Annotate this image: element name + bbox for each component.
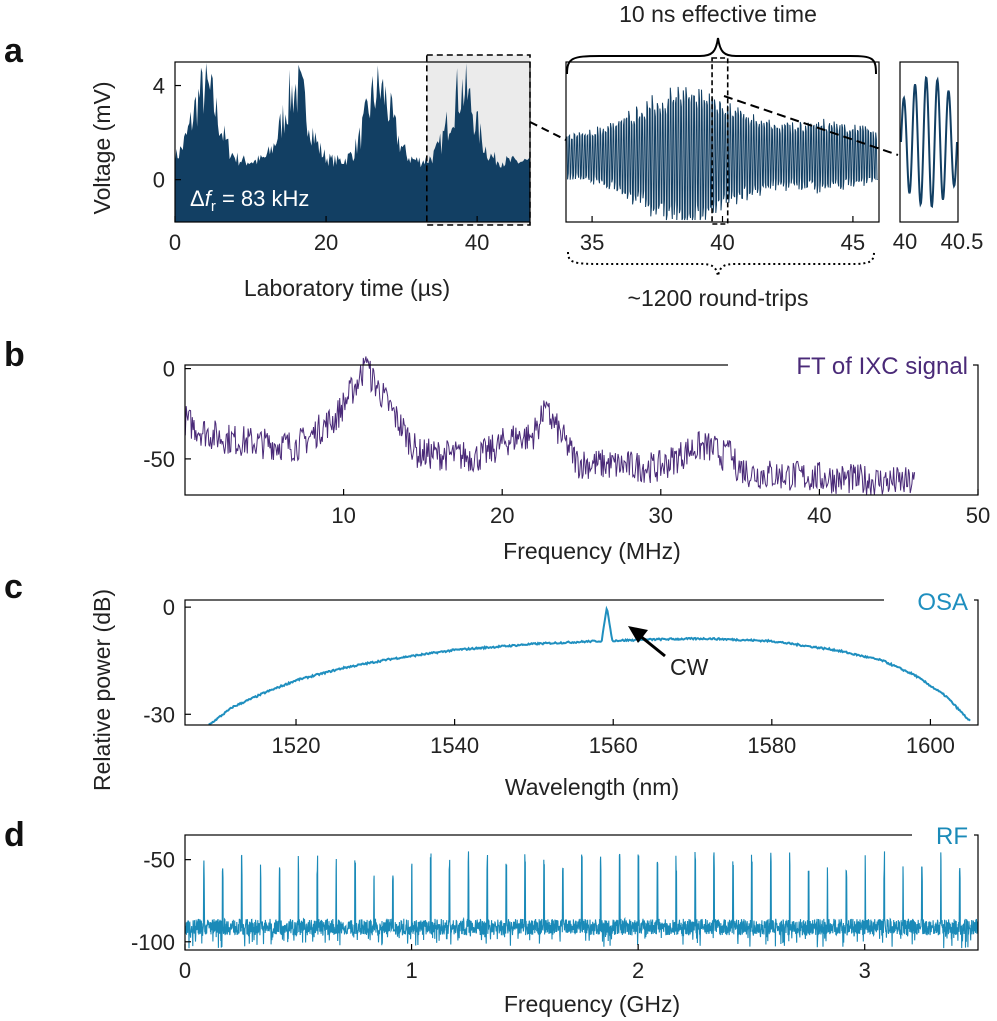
d-legend-bg [912,822,974,848]
a-zoom-x-ticks: 35 40 45 [580,216,865,255]
d-frame [184,834,979,951]
a-zoom-x-tick-35: 35 [580,230,604,255]
a-ylabel: Voltage (mV) [89,82,115,215]
c-arrow-head [628,626,648,643]
a-inset-signal [900,75,958,209]
c-xlabel: Wavelength (nm) [505,774,679,800]
b-x-ticks: 10 20 30 40 50 [331,489,990,528]
a-main-signal-area [175,63,530,222]
a-connector-1 [529,121,567,141]
b-y-tick-0: 0 [163,357,175,382]
b-y-ticks: 0 -50 [143,357,191,472]
a-main-zoom-box [426,54,531,226]
b-x-tick-30: 30 [649,503,673,528]
a-main-y-ticks: 04 [153,74,181,193]
c-x-tick-1520: 1520 [272,733,321,758]
shared-ylabel: Relative power (dB) [89,589,115,791]
c-legend-bg [884,588,974,614]
panel-letter-a: a [4,32,24,70]
b-x-tick-40: 40 [807,503,831,528]
a-main-xlabel: Laboratory time (µs) [244,275,450,301]
a-annot-sub: r [211,198,216,215]
c-frame [184,599,979,726]
c-x-ticks: 1520 1540 1560 1580 1600 [272,719,955,758]
a-zoom-x-tick-45: 45 [841,230,865,255]
d-y-tick--50: -50 [143,848,175,873]
d-x-tick-3: 3 [859,958,871,983]
a-main-y-tick-4: 4 [153,74,165,99]
a-annot-value: = 83 kHz [216,186,310,211]
b-x-tick-10: 10 [331,503,355,528]
a-main-x-tick-0: 0 [169,230,181,255]
d-x-tick-1: 1 [405,958,417,983]
d-xlabel: Frequency (GHz) [504,991,680,1017]
c-y-tick-0: 0 [163,595,175,620]
panel-b: FT of IXC signal 10 20 30 40 50 0 -50 Frequen… [143,352,990,564]
b-legend: FT of IXC signal [796,353,968,380]
a-zoom-inset-box [711,57,729,225]
c-x-tick-1600: 1600 [906,733,955,758]
a-main-y-tick-0: 0 [153,168,165,193]
c-x-tick-1580: 1580 [747,733,796,758]
c-osa-line [208,605,971,726]
d-x-tick-2: 2 [632,958,644,983]
b-x-tick-20: 20 [490,503,514,528]
a-inset-frame [899,61,959,223]
a-inset-tick-40: 40 [893,229,917,254]
d-y-ticks: -50 -100 [131,848,191,955]
a-zoom-signal [566,86,878,221]
panel-c: OSA CW 1520 1540 1560 1580 1600 0 -30 Wavelen… [143,588,979,800]
a-zoom-bottom-brace [567,251,875,277]
c-legend: OSA [917,589,968,616]
a-zoom-title: 10 ns effective time [619,1,817,27]
b-x-tick-50: 50 [966,503,990,528]
c-x-tick-1540: 1540 [430,733,479,758]
b-xlabel: Frequency (MHz) [503,538,681,564]
a-inset-tick-40.5: 40.5 [941,229,984,254]
a-inset-plot: 40 40.5 [893,61,984,254]
a-main-x-ticks: 0 20 40 [169,216,489,255]
b-spectrum-line [184,356,916,496]
c-x-tick-1560: 1560 [589,733,638,758]
a-zoom-brace-note: ~1200 round-trips [628,285,809,311]
c-y-ticks: 0 -30 [143,595,191,727]
a-zoom-x-tick-40: 40 [710,230,734,255]
panel-a: Voltage (mV) 0 20 40 04 Δfr = 83 kHz Labor… [89,1,983,311]
a-annot-f: f [205,186,214,211]
a-annot-delta: Δ [190,186,205,211]
d-x-ticks: 0 1 2 3 [179,944,871,983]
c-y-tick--30: -30 [143,702,175,727]
a-main-x-tick-20: 20 [314,230,338,255]
b-frame [184,364,979,496]
panel-letter-d: d [4,816,25,854]
a-main-plot: 0 20 40 04 Δfr = 83 kHz Laboratory time (µ… [153,54,531,301]
a-connector-2 [723,95,899,156]
panel-letter-b: b [4,336,25,374]
a-zoom-top-brace [566,37,877,75]
d-y-tick--100: -100 [131,930,175,955]
panel-letter-c: c [4,568,23,606]
d-rf-line [185,851,979,949]
d-x-tick-0: 0 [179,958,191,983]
a-zoom-plot: 10 ns effective time 35 40 45 ~1200 round-… [565,1,880,311]
d-legend: RF [936,823,968,850]
a-main-annotation: Δfr = 83 kHz [190,186,309,215]
a-main-x-tick-40: 40 [465,230,489,255]
b-y-tick--50: -50 [143,447,175,472]
panel-d: RF 0 1 2 3 -50 -100 Frequency (GHz) [131,822,979,1017]
c-cw-label: CW [670,654,709,680]
b-legend-bg [728,352,973,378]
